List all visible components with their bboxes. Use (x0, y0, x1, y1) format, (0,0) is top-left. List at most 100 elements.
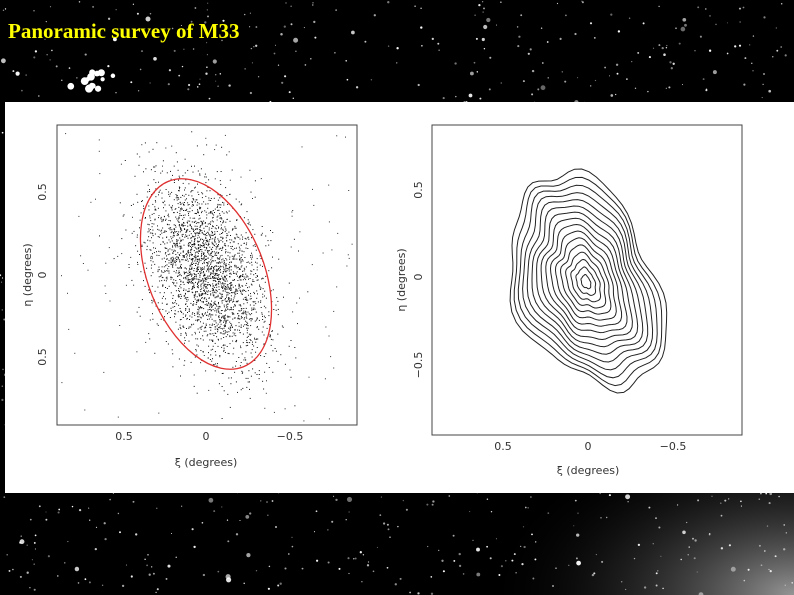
star-point (178, 267, 180, 269)
star (84, 578, 87, 581)
star-point (178, 198, 180, 200)
star (235, 533, 239, 536)
star-point (178, 221, 180, 223)
star-point (190, 259, 192, 261)
star-point (191, 244, 193, 246)
star (783, 548, 786, 551)
star-point (205, 278, 206, 279)
star (130, 81, 133, 84)
star-point (227, 255, 229, 257)
star-point (231, 255, 233, 257)
star-point (265, 235, 267, 237)
star-point (228, 353, 230, 355)
star (206, 54, 208, 56)
star-point (201, 313, 203, 315)
star (273, 52, 276, 55)
star-point (196, 270, 198, 272)
star-point (226, 235, 228, 237)
star-point (217, 363, 218, 365)
star-point (195, 333, 196, 335)
star-point (345, 136, 346, 138)
star (678, 42, 681, 45)
star-point (224, 275, 226, 277)
star-point (166, 242, 168, 244)
contour (509, 168, 668, 394)
star (304, 64, 307, 66)
star-point (256, 374, 258, 375)
star-point (228, 315, 230, 317)
star-point (191, 254, 193, 256)
star-point (205, 277, 207, 279)
star-point (246, 298, 248, 300)
star-point (161, 221, 163, 223)
star-point (205, 236, 207, 238)
star-point (183, 228, 185, 230)
star-point (234, 237, 236, 239)
star-point (170, 263, 172, 265)
star-point (244, 317, 246, 319)
star-point (173, 228, 175, 230)
star-point (213, 288, 214, 290)
star-point (178, 221, 180, 223)
star (0, 274, 2, 277)
star-point (165, 218, 167, 220)
star-point (225, 258, 227, 259)
star-point (183, 283, 185, 285)
star-point (189, 211, 191, 213)
star-point (181, 208, 183, 210)
star-point (195, 251, 197, 253)
star-point (256, 275, 258, 276)
star-point (185, 236, 187, 237)
star-point (212, 283, 214, 285)
star-point (196, 299, 198, 301)
star (2, 368, 4, 371)
star-point (241, 370, 243, 372)
star-point (188, 280, 190, 282)
star-point (237, 300, 239, 302)
star-point (192, 204, 194, 205)
star-point (204, 210, 206, 212)
star-point (191, 323, 193, 325)
star-point (328, 221, 330, 223)
star-point (293, 238, 295, 240)
star-point (229, 309, 231, 311)
star-point (166, 255, 167, 257)
star-point (252, 341, 253, 343)
star-point (214, 241, 216, 243)
star-point (164, 316, 165, 318)
star (140, 50, 144, 53)
star-point (172, 366, 174, 368)
star (594, 79, 597, 82)
star-point (231, 239, 233, 241)
star-point (189, 271, 191, 273)
star (576, 560, 581, 566)
star-point (223, 212, 225, 214)
star-point (207, 241, 208, 243)
star-point (197, 282, 199, 284)
star (608, 494, 611, 497)
star-point (173, 212, 175, 214)
star-point (213, 260, 215, 262)
star-point (210, 329, 212, 331)
star (660, 555, 662, 557)
star-point (236, 271, 238, 273)
star-point (221, 418, 223, 419)
star-point (242, 285, 244, 287)
star-point (182, 256, 184, 258)
star-point (229, 298, 230, 300)
star-point (203, 201, 205, 203)
star-point (217, 329, 219, 331)
star-point (191, 275, 192, 277)
star (590, 85, 592, 87)
star-point (161, 219, 163, 221)
star (658, 526, 661, 529)
star (137, 90, 140, 92)
star-point (195, 263, 197, 265)
star-point (222, 241, 224, 243)
star-point (245, 351, 247, 353)
star (249, 512, 252, 515)
star-point (208, 227, 210, 229)
star-point (213, 290, 215, 292)
star-point (215, 314, 217, 316)
star-point (253, 269, 255, 271)
